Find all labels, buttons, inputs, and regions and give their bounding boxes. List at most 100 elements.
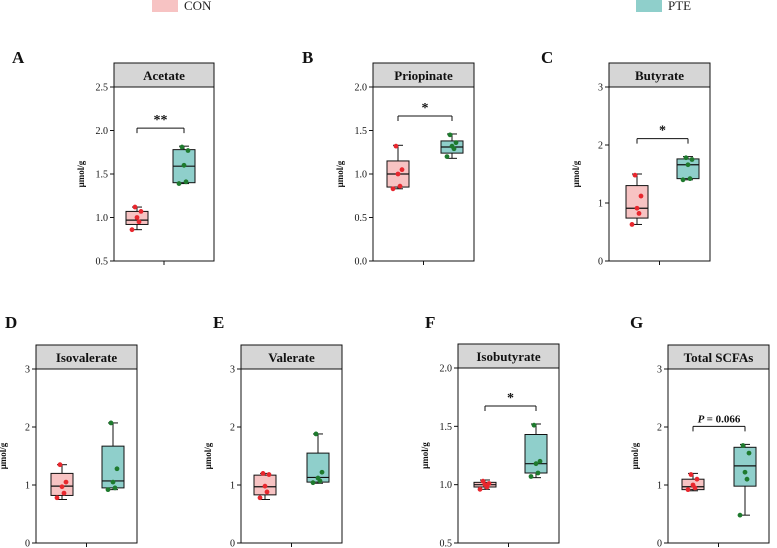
y-tick-label: 0	[25, 539, 30, 548]
panels: AAcetate0.51.01.52.02.5μmol/g**BPriopina…	[0, 48, 770, 548]
data-point	[453, 140, 459, 146]
y-tick-label: 1.0	[355, 170, 368, 181]
panel-e: E Valerate 0 1 2 3 μmol/g	[203, 313, 343, 548]
box-con	[125, 204, 149, 233]
data-point	[315, 475, 321, 481]
data-point	[138, 209, 144, 214]
data-point	[449, 143, 455, 149]
data-point	[629, 222, 635, 227]
panel-title: Butyrate	[635, 68, 684, 83]
box-pte	[524, 422, 548, 479]
y-tick-label: 1	[25, 481, 30, 492]
data-point	[395, 171, 401, 177]
data-point	[179, 144, 185, 150]
data-point	[114, 466, 120, 472]
panel-title-bar: Total SCFAs	[667, 344, 770, 370]
data-point	[393, 143, 399, 149]
y-tick-label: 2.5	[96, 83, 109, 94]
y-axis-label: μmol/g	[203, 442, 213, 469]
panel-c: C Butyrate 0 1 2 3 μmol/g *	[541, 48, 711, 268]
panel-title-bar: Isovalerate	[35, 344, 138, 370]
data-point	[634, 205, 640, 211]
y-tick-label: 1.5	[355, 126, 368, 137]
data-point	[54, 495, 60, 501]
data-point	[740, 443, 746, 448]
y-tick-label: 2	[25, 423, 30, 434]
box-con	[50, 462, 74, 501]
y-tick-label: 3	[657, 365, 662, 376]
data-point	[132, 204, 138, 210]
data-point	[480, 478, 486, 484]
y-tick-label: 1.0	[96, 213, 109, 224]
y-tick-label: 0.0	[355, 257, 368, 268]
y-tick-label: 1	[657, 481, 662, 492]
title-bar-bg	[240, 344, 343, 370]
box-iqr	[625, 185, 649, 219]
panel-title-bar: Acetate	[113, 62, 215, 88]
panel-letter: G	[630, 313, 643, 332]
legend-label-con: CON	[184, 0, 212, 13]
title-bar-bg	[608, 62, 711, 88]
significance-bracket: P = 0.066	[692, 413, 746, 432]
y-tick-label: 0	[598, 257, 603, 268]
legend-swatch-pte	[636, 0, 662, 12]
significance-label: *	[422, 101, 429, 116]
y-axis-label: μmol/g	[420, 442, 430, 469]
data-point	[397, 183, 403, 189]
data-point	[134, 215, 140, 220]
data-point	[108, 420, 114, 426]
data-point	[110, 479, 116, 485]
y-tick-label: 0.5	[96, 257, 109, 268]
data-point	[129, 227, 135, 233]
data-point	[176, 181, 182, 186]
significance-label: **	[154, 113, 168, 128]
significance-label: *	[659, 124, 666, 139]
data-point	[185, 148, 191, 153]
y-tick-label: 0.5	[440, 539, 453, 548]
y-tick-label: 2	[230, 423, 235, 434]
data-point	[486, 481, 492, 486]
significance-label: P = 0.066	[698, 413, 741, 425]
box-iqr	[676, 158, 700, 180]
data-point	[638, 193, 644, 199]
panel-letter: F	[425, 313, 435, 332]
y-tick-label: 3	[230, 365, 235, 376]
panel-letter: D	[5, 313, 17, 332]
data-point	[680, 177, 686, 183]
data-point	[477, 486, 483, 492]
significance-bracket: *	[484, 391, 537, 411]
data-point	[690, 482, 696, 488]
data-point	[685, 162, 691, 168]
box-con	[253, 471, 277, 501]
data-point	[744, 476, 750, 482]
data-point	[688, 472, 694, 477]
data-point	[264, 489, 270, 495]
y-tick-label: 0.5	[355, 213, 368, 224]
panel-title-bar: Butyrate	[608, 62, 711, 88]
data-point	[61, 490, 67, 496]
significance-bracket: *	[636, 124, 689, 144]
y-axis-label: μmol/g	[0, 442, 8, 469]
box-pte	[676, 155, 700, 183]
panel-b: B Priopinate 0.0 0.5 1.0 1.5 2.0 μmol/g *	[302, 48, 475, 268]
panel-title-bar: Priopinate	[372, 62, 475, 88]
significance-label: *	[507, 391, 514, 406]
y-tick-label: 1.0	[440, 480, 453, 491]
title-bar-bg	[35, 344, 138, 370]
y-tick-label: 2.0	[355, 83, 368, 94]
data-point	[136, 219, 142, 225]
data-point	[63, 479, 69, 485]
data-point	[535, 470, 541, 476]
panel-title: Total SCFAs	[684, 350, 754, 365]
data-point	[262, 483, 268, 489]
y-axis-label: μmol/g	[76, 160, 86, 187]
box-iqr	[524, 434, 548, 474]
y-tick-label: 2	[657, 423, 662, 434]
y-axis-label: μmol/g	[335, 160, 345, 187]
data-point	[183, 179, 189, 185]
data-point	[533, 461, 539, 467]
box-iqr	[733, 446, 757, 487]
y-tick-label: 1.5	[96, 170, 109, 181]
title-bar-bg	[372, 62, 475, 88]
